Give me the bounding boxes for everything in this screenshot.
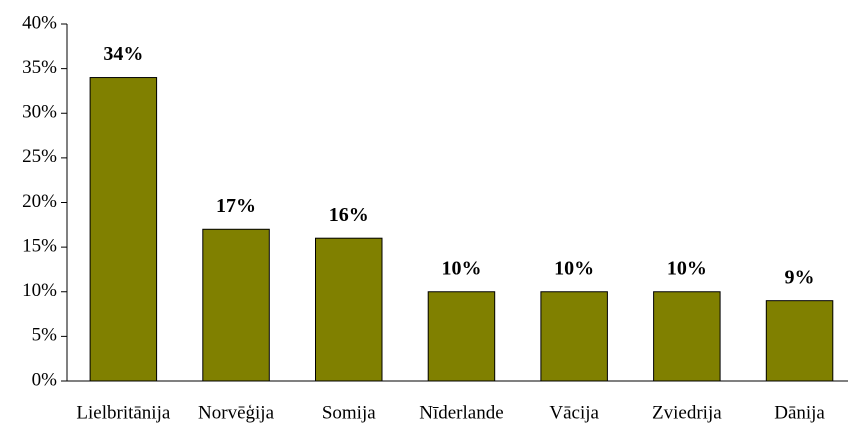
bar — [315, 237, 383, 382]
y-tick-label: 25% — [22, 146, 57, 167]
value-label: 17% — [216, 195, 256, 217]
x-tick-label: Lielbritānija — [76, 402, 170, 423]
bar — [765, 300, 834, 382]
value-label: 9% — [785, 266, 815, 288]
value-label: 10% — [441, 257, 481, 279]
y-tick-label: 40% — [22, 12, 57, 33]
bar — [427, 291, 496, 382]
y-tick-label: 5% — [32, 325, 58, 346]
value-label: 10% — [667, 257, 707, 279]
value-label: 16% — [329, 204, 369, 226]
bar — [202, 228, 270, 382]
x-tick-label: Nīderlande — [419, 402, 503, 423]
y-tick-label: 30% — [22, 102, 57, 123]
y-tick-label: 0% — [32, 369, 58, 390]
y-tick-label: 10% — [22, 280, 57, 301]
x-tick-label: Vācija — [549, 402, 599, 423]
value-label: 34% — [103, 43, 143, 65]
bar — [540, 291, 608, 382]
bar — [653, 291, 721, 382]
x-tick-label: Dānija — [774, 402, 825, 423]
y-tick-label: 15% — [22, 235, 57, 256]
value-label: 10% — [554, 257, 594, 279]
bar — [89, 77, 158, 382]
x-tick-label: Somija — [322, 402, 376, 423]
x-tick-label: Zviedrija — [652, 402, 722, 423]
y-tick-label: 20% — [22, 191, 57, 212]
y-tick-label: 35% — [22, 57, 57, 78]
x-tick-label: Norvēģija — [198, 402, 275, 423]
